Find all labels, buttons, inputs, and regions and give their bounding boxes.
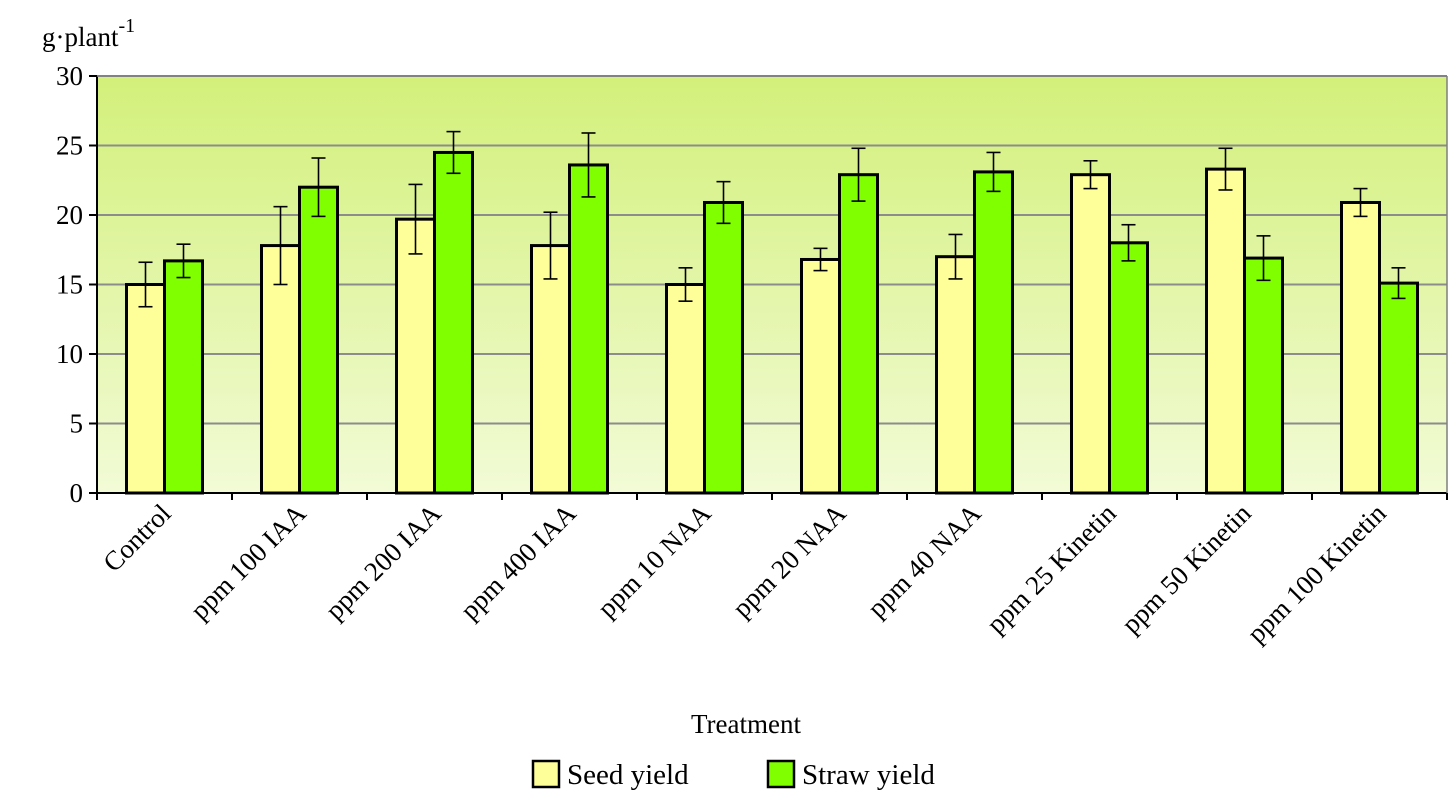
x-tick-label-4: ppm 10 NAA xyxy=(592,498,718,624)
error-bar-seed-4 xyxy=(678,267,693,302)
x-tick-label-5: ppm 20 NAA xyxy=(727,498,853,624)
error-bar-seed-7 xyxy=(1083,159,1098,190)
error-bar-seed-9 xyxy=(1353,187,1368,218)
bars xyxy=(125,150,1419,495)
bar-seed-6 xyxy=(935,255,976,495)
y-tick-label-15: 15 xyxy=(56,270,83,300)
bar-straw-5 xyxy=(838,173,879,495)
bar-straw-2 xyxy=(433,150,474,495)
bar-straw-1 xyxy=(298,185,339,495)
error-bar-straw-7 xyxy=(1121,223,1136,262)
error-bar-straw-6 xyxy=(986,151,1001,193)
x-tick-labels: Control ppm 100 IAA ppm 200 IAA ppm 400 IAA… xyxy=(97,498,1392,649)
y-tick-label-5: 5 xyxy=(70,409,84,439)
x-axis-label: Treatment xyxy=(691,709,801,739)
y-axis-label: g·plant-1 xyxy=(42,15,135,52)
error-bar-seed-1 xyxy=(273,205,288,286)
legend: Seed yield Straw yield xyxy=(531,759,935,791)
error-bar-straw-3 xyxy=(581,132,596,198)
bar-seed-3 xyxy=(530,244,571,495)
bar-seed-4 xyxy=(665,283,706,495)
bar-seed-2 xyxy=(395,217,436,495)
bar-seed-8 xyxy=(1205,167,1246,495)
error-bar-seed-8 xyxy=(1218,147,1233,191)
error-bar-seed-3 xyxy=(543,211,558,280)
error-bar-seed-6 xyxy=(948,233,963,280)
bar-straw-4 xyxy=(703,200,744,495)
legend-label: Seed yield xyxy=(567,759,689,791)
x-tick-label-6: ppm 40 NAA xyxy=(862,498,988,624)
bar-straw-9 xyxy=(1378,281,1419,495)
error-bar-seed-2 xyxy=(408,183,423,255)
axes xyxy=(89,75,1448,500)
error-bars xyxy=(138,130,1406,308)
legend-label: Straw yield xyxy=(802,759,935,791)
bar-seed-9 xyxy=(1340,200,1381,495)
x-tick-label-1: ppm 100 IAA xyxy=(184,498,312,626)
bar-straw-7 xyxy=(1108,241,1149,495)
y-tick-label-20: 20 xyxy=(56,200,83,230)
x-tick-label-8: ppm 50 Kinetin xyxy=(1116,498,1257,639)
error-bar-straw-8 xyxy=(1256,235,1271,282)
legend-swatch xyxy=(531,759,561,789)
y-tick-label-25: 25 xyxy=(56,131,83,161)
error-bar-straw-0 xyxy=(176,243,191,279)
x-tick-label-9: ppm 100 Kinetin xyxy=(1241,498,1392,649)
bar-straw-3 xyxy=(568,163,609,495)
x-tick-label-3: ppm 400 IAA xyxy=(454,498,582,626)
y-tick-label-10: 10 xyxy=(56,339,83,369)
legend-item-seed: Seed yield xyxy=(531,759,689,791)
bar-straw-0 xyxy=(163,259,204,495)
legend-item-straw: Straw yield xyxy=(766,759,935,791)
y-tick-label-0: 0 xyxy=(70,478,84,508)
error-bar-seed-0 xyxy=(138,261,153,308)
error-bar-straw-5 xyxy=(851,147,866,202)
bar-straw-8 xyxy=(1243,256,1284,495)
error-bar-straw-9 xyxy=(1391,267,1406,300)
x-tick-label-0: Control xyxy=(97,498,177,578)
error-bar-seed-5 xyxy=(813,247,828,272)
bar-seed-5 xyxy=(800,257,841,495)
error-bar-straw-1 xyxy=(311,157,326,218)
x-tick-label-7: ppm 25 Kinetin xyxy=(981,498,1122,639)
error-bar-straw-4 xyxy=(716,180,731,225)
y-tick-labels: 0 5 10 15 20 25 30 xyxy=(56,61,83,508)
y-tick-label-30: 30 xyxy=(56,61,83,91)
bar-seed-0 xyxy=(125,283,166,495)
bar-straw-6 xyxy=(973,170,1014,495)
error-bar-straw-2 xyxy=(446,130,461,175)
y-axis-label-superscript: -1 xyxy=(118,15,135,37)
legend-swatch xyxy=(766,759,796,789)
x-tick-label-2: ppm 200 IAA xyxy=(319,498,447,626)
bar-seed-7 xyxy=(1070,173,1111,495)
